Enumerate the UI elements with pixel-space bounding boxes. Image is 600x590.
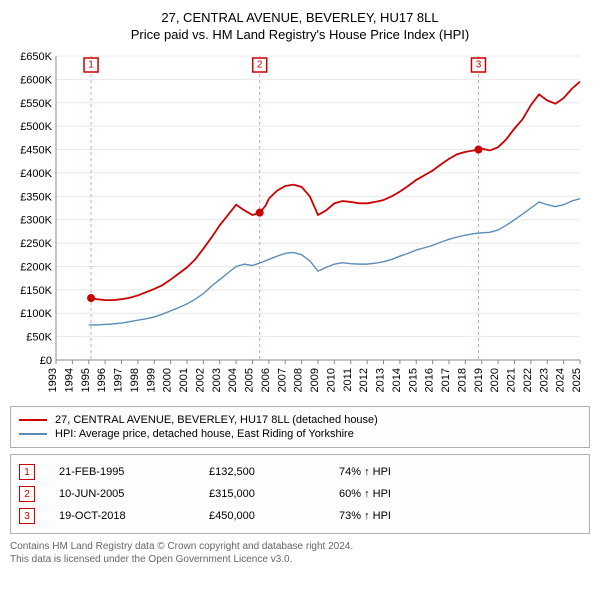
- transaction-marker: 2: [19, 486, 35, 502]
- svg-text:2012: 2012: [358, 368, 370, 392]
- footer-line-1: Contains HM Land Registry data © Crown c…: [10, 540, 590, 553]
- transaction-price: £450,000: [209, 510, 339, 522]
- svg-text:2006: 2006: [260, 368, 272, 392]
- svg-text:2003: 2003: [211, 368, 223, 392]
- svg-text:2019: 2019: [473, 368, 485, 392]
- svg-text:2023: 2023: [538, 368, 550, 392]
- svg-text:£450K: £450K: [20, 145, 52, 157]
- legend-swatch: [19, 433, 47, 435]
- svg-text:1997: 1997: [113, 368, 125, 392]
- legend-row: HPI: Average price, detached house, East…: [19, 427, 581, 441]
- transaction-marker: 3: [19, 508, 35, 524]
- plot-area: £0 £50K £100K £150K £200K £250K £300K £350K £400…: [10, 50, 590, 400]
- svg-text:£650K: £650K: [20, 51, 52, 63]
- svg-text:2011: 2011: [342, 368, 354, 392]
- legend-row: 27, CENTRAL AVENUE, BEVERLEY, HU17 8LL (…: [19, 413, 581, 427]
- svg-text:£200K: £200K: [20, 261, 52, 273]
- transaction-date: 10-JUN-2005: [59, 488, 209, 500]
- svg-text:2018: 2018: [456, 368, 468, 392]
- svg-text:2015: 2015: [407, 368, 419, 392]
- svg-text:2004: 2004: [227, 368, 239, 392]
- marker-dot-2: [256, 209, 264, 217]
- svg-text:1998: 1998: [129, 368, 141, 392]
- svg-text:£400K: £400K: [20, 168, 52, 180]
- svg-text:£550K: £550K: [20, 98, 52, 110]
- svg-text:2013: 2013: [375, 368, 387, 392]
- svg-text:£600K: £600K: [20, 74, 52, 86]
- title-block: 27, CENTRAL AVENUE, BEVERLEY, HU17 8LL P…: [10, 10, 590, 42]
- svg-text:£100K: £100K: [20, 308, 52, 320]
- svg-text:£250K: £250K: [20, 238, 52, 250]
- svg-text:2002: 2002: [194, 368, 206, 392]
- marker-dot-1: [87, 294, 95, 302]
- transaction-row: 1 21-FEB-1995£132,50074% ↑ HPI: [19, 461, 581, 483]
- svg-text:2014: 2014: [391, 368, 403, 392]
- svg-text:2000: 2000: [162, 368, 174, 392]
- svg-text:1999: 1999: [145, 368, 157, 392]
- legend-swatch: [19, 419, 47, 421]
- transaction-price: £315,000: [209, 488, 339, 500]
- svg-text:1: 1: [88, 60, 94, 71]
- svg-text:2010: 2010: [325, 368, 337, 392]
- footer-line-2: This data is licensed under the Open Gov…: [10, 553, 590, 566]
- marker-dot-3: [474, 146, 482, 154]
- footer: Contains HM Land Registry data © Crown c…: [10, 540, 590, 566]
- svg-text:£150K: £150K: [20, 285, 52, 297]
- chart-title: 27, CENTRAL AVENUE, BEVERLEY, HU17 8LL: [10, 10, 590, 25]
- transaction-row: 3 19-OCT-2018£450,00073% ↑ HPI: [19, 505, 581, 527]
- transaction-date: 19-OCT-2018: [59, 510, 209, 522]
- svg-text:£350K: £350K: [20, 191, 52, 203]
- svg-text:£300K: £300K: [20, 215, 52, 227]
- svg-text:£50K: £50K: [26, 332, 52, 344]
- svg-text:1995: 1995: [80, 368, 92, 392]
- svg-text:2021: 2021: [506, 368, 518, 392]
- svg-text:2007: 2007: [276, 368, 288, 392]
- svg-text:2008: 2008: [293, 368, 305, 392]
- svg-text:1993: 1993: [47, 368, 59, 392]
- svg-text:2009: 2009: [309, 368, 321, 392]
- chart-subtitle: Price paid vs. HM Land Registry's House …: [10, 27, 590, 42]
- svg-text:3: 3: [476, 60, 482, 71]
- svg-text:£500K: £500K: [20, 121, 52, 133]
- transaction-marker: 1: [19, 464, 35, 480]
- svg-text:2016: 2016: [424, 368, 436, 392]
- legend: 27, CENTRAL AVENUE, BEVERLEY, HU17 8LL (…: [10, 406, 590, 448]
- svg-text:2001: 2001: [178, 368, 190, 392]
- chart-container: 27, CENTRAL AVENUE, BEVERLEY, HU17 8LL P…: [10, 10, 590, 566]
- svg-text:2024: 2024: [555, 368, 567, 392]
- svg-text:2005: 2005: [244, 368, 256, 392]
- svg-text:2: 2: [257, 60, 263, 71]
- svg-text:£0: £0: [40, 355, 52, 367]
- transaction-price: £132,500: [209, 466, 339, 478]
- transaction-pct: 73% ↑ HPI: [339, 510, 581, 522]
- svg-text:2022: 2022: [522, 368, 534, 392]
- transaction-pct: 74% ↑ HPI: [339, 466, 581, 478]
- svg-text:2025: 2025: [571, 368, 583, 392]
- legend-label: 27, CENTRAL AVENUE, BEVERLEY, HU17 8LL (…: [55, 414, 378, 426]
- transaction-date: 21-FEB-1995: [59, 466, 209, 478]
- svg-text:1996: 1996: [96, 368, 108, 392]
- chart-svg: £0 £50K £100K £150K £200K £250K £300K £350K £400…: [10, 50, 590, 400]
- transactions-box: 1 21-FEB-1995£132,50074% ↑ HPI 2 10-JUN-200…: [10, 454, 590, 534]
- svg-text:2017: 2017: [440, 368, 452, 392]
- legend-label: HPI: Average price, detached house, East…: [55, 428, 354, 440]
- svg-text:2020: 2020: [489, 368, 501, 392]
- svg-text:1994: 1994: [63, 368, 75, 392]
- transaction-pct: 60% ↑ HPI: [339, 488, 581, 500]
- transaction-row: 2 10-JUN-2005£315,00060% ↑ HPI: [19, 483, 581, 505]
